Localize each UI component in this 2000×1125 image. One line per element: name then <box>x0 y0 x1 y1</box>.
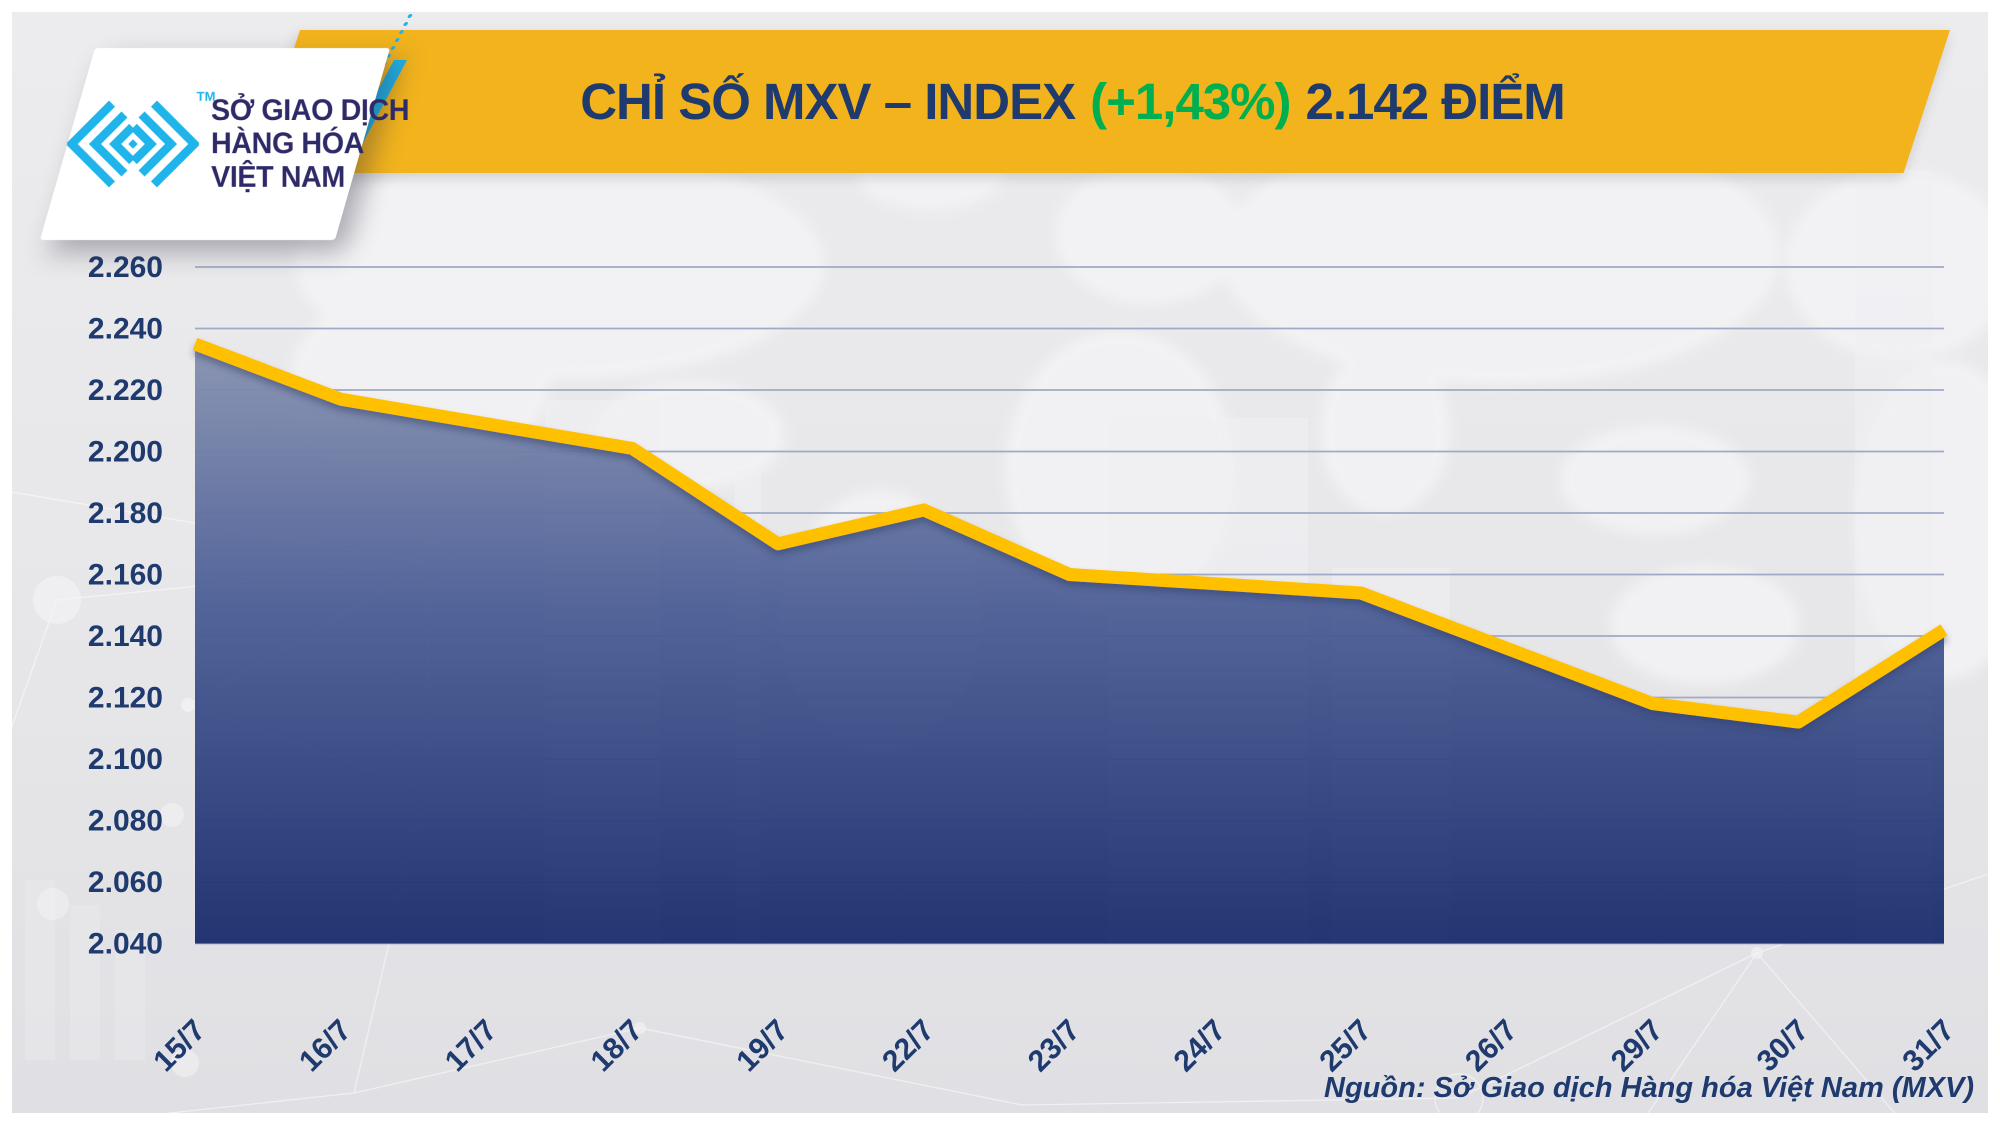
y-tick-label: 2.140 <box>88 620 163 653</box>
y-tick-label: 2.200 <box>88 436 163 469</box>
index-area-fill <box>195 343 1944 944</box>
page-background: 2.260 2.240 2.220 2.200 2.180 2.160 2.140 2.120… <box>12 12 1988 1113</box>
x-tick-label: 30/7 <box>1751 1014 1816 1079</box>
content-area: 2.260 2.240 2.220 2.200 2.180 2.160 2.140 2.120… <box>12 12 1988 1113</box>
mxv-logo-icon: TM <box>65 89 215 197</box>
x-tick-label: 29/7 <box>1605 1014 1670 1079</box>
x-tick-label: 25/7 <box>1313 1014 1378 1079</box>
x-tick-label: 22/7 <box>876 1014 941 1079</box>
y-tick-label: 2.180 <box>88 497 163 530</box>
mxv-index-area-chart: 2.260 2.240 2.220 2.200 2.180 2.160 2.140 2.120… <box>12 125 1988 1113</box>
y-tick-label: 2.160 <box>88 559 163 592</box>
logo-card: TM SỞ GIAO DỊCH HÀNG HÓA VIỆT NAM <box>39 48 409 240</box>
y-tick-label: 2.060 <box>88 866 163 899</box>
x-tick-label: 17/7 <box>439 1014 504 1079</box>
y-tick-label: 2.220 <box>88 374 163 407</box>
chart-title: CHỈ SỐ MXV – INDEX (+1,43%) 2.142 ĐIỂM <box>195 30 1950 173</box>
y-tick-label: 2.080 <box>88 805 163 838</box>
chart-title-change-percent: (+1,43%) <box>1090 73 1291 130</box>
chart-title-value: 2.142 ĐIỂM <box>1305 73 1566 130</box>
logo-card-content: TM SỞ GIAO DỊCH HÀNG HÓA VIỆT NAM <box>65 48 409 240</box>
x-tick-label: 31/7 <box>1896 1014 1961 1079</box>
y-tick-label: 2.120 <box>88 682 163 715</box>
y-tick-label: 2.240 <box>88 313 163 346</box>
x-tick-label: 16/7 <box>293 1014 358 1079</box>
source-note: Nguồn: Sở Giao dịch Hàng hóa Việt Nam (M… <box>1324 1072 1974 1104</box>
x-tick-label: 15/7 <box>147 1014 212 1079</box>
y-axis-labels: 2.260 2.240 2.220 2.200 2.180 2.160 2.140 2.120… <box>88 251 163 961</box>
x-axis-labels: 15/7 16/7 17/7 18/7 19/7 22/7 23/7 24/7 25/7 26/7… <box>147 1014 1961 1079</box>
chart-title-label: CHỈ SỐ MXV – INDEX <box>580 73 1076 130</box>
x-tick-label: 24/7 <box>1168 1014 1233 1079</box>
y-tick-label: 2.260 <box>88 251 163 284</box>
index-line <box>192 337 1948 729</box>
y-tick-label: 2.100 <box>88 743 163 776</box>
x-tick-label: 19/7 <box>730 1014 795 1079</box>
x-tick-label: 23/7 <box>1022 1014 1087 1079</box>
x-tick-label: 26/7 <box>1459 1014 1524 1079</box>
y-tick-label: 2.040 <box>88 928 163 961</box>
